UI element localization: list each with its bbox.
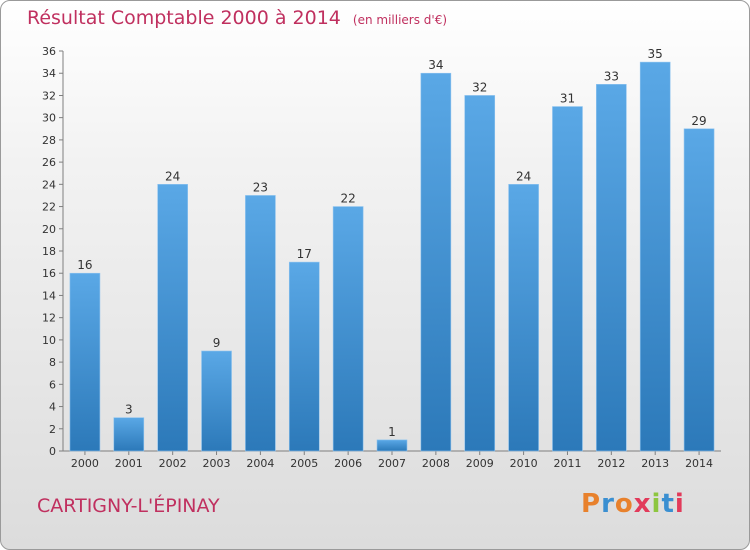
bar bbox=[201, 350, 232, 452]
x-tick-label: 2013 bbox=[641, 457, 669, 470]
y-tick-label: 10 bbox=[42, 334, 56, 347]
city-name: CARTIGNY-L'ÉPINAY bbox=[37, 495, 220, 517]
y-tick-label: 0 bbox=[49, 445, 56, 458]
bar bbox=[420, 72, 452, 452]
y-tick-label: 34 bbox=[42, 67, 56, 80]
data-label: 33 bbox=[604, 69, 619, 83]
x-tick-label: 2006 bbox=[334, 457, 362, 470]
y-tick-label: 20 bbox=[42, 223, 56, 236]
y-tick-label: 14 bbox=[42, 289, 56, 302]
data-label: 16 bbox=[77, 258, 92, 272]
y-tick-label: 12 bbox=[42, 312, 56, 325]
bar bbox=[332, 206, 364, 452]
bar bbox=[288, 261, 320, 452]
chart-bars bbox=[69, 61, 715, 452]
data-label: 22 bbox=[340, 192, 355, 206]
title-row: Résultat Comptable 2000 à 2014 (en milli… bbox=[27, 7, 447, 29]
brand-letter: i bbox=[651, 489, 662, 519]
chart-title: Résultat Comptable 2000 à 2014 bbox=[27, 7, 341, 29]
x-tick-label: 2005 bbox=[290, 457, 318, 470]
y-tick-label: 26 bbox=[42, 156, 56, 169]
x-tick-label: 2011 bbox=[553, 457, 581, 470]
data-label: 1 bbox=[388, 425, 396, 439]
bar bbox=[552, 106, 583, 452]
x-tick-label: 2002 bbox=[159, 457, 187, 470]
y-tick-label: 28 bbox=[42, 134, 56, 147]
x-tick-label: 2003 bbox=[203, 457, 231, 470]
x-tick-label: 2009 bbox=[466, 457, 494, 470]
bar bbox=[157, 184, 188, 452]
data-label: 24 bbox=[165, 169, 180, 183]
bar bbox=[639, 61, 671, 452]
bar bbox=[69, 272, 101, 452]
data-label: 17 bbox=[297, 247, 312, 261]
y-tick-label: 2 bbox=[49, 423, 56, 436]
y-tick-label: 22 bbox=[42, 201, 56, 214]
y-tick-label: 6 bbox=[49, 378, 56, 391]
brand-letter: o bbox=[614, 489, 634, 519]
brand-letter: t bbox=[661, 489, 675, 519]
data-label: 3 bbox=[125, 403, 133, 417]
brand-letter: P bbox=[581, 489, 602, 519]
data-label: 29 bbox=[691, 114, 706, 128]
data-label: 31 bbox=[560, 92, 575, 106]
x-tick-label: 2007 bbox=[378, 457, 406, 470]
x-tick-label: 2001 bbox=[115, 457, 143, 470]
chart-subtitle: (en milliers d'€) bbox=[352, 13, 448, 27]
x-tick-label: 2000 bbox=[71, 457, 99, 470]
brand-letter: x bbox=[633, 489, 652, 519]
brand-letter: i bbox=[674, 489, 685, 519]
x-tick-label: 2010 bbox=[510, 457, 538, 470]
bar bbox=[376, 439, 408, 452]
bar bbox=[113, 417, 145, 452]
bar bbox=[464, 95, 496, 452]
x-tick-label: 2012 bbox=[597, 457, 625, 470]
y-tick-label: 32 bbox=[42, 89, 56, 102]
y-tick-label: 8 bbox=[49, 356, 56, 369]
data-label: 9 bbox=[213, 336, 221, 350]
brand-logo: Proxiti bbox=[581, 489, 685, 519]
data-label: 32 bbox=[472, 80, 487, 94]
y-tick-label: 4 bbox=[49, 401, 56, 414]
bar bbox=[245, 195, 276, 452]
y-tick-label: 16 bbox=[42, 267, 56, 280]
y-tick-label: 18 bbox=[42, 245, 56, 258]
data-label: 24 bbox=[516, 169, 531, 183]
data-label: 35 bbox=[648, 47, 663, 61]
brand-letter: r bbox=[601, 489, 615, 519]
x-tick-label: 2014 bbox=[685, 457, 713, 470]
data-label: 23 bbox=[253, 180, 268, 194]
x-tick-label: 2008 bbox=[422, 457, 450, 470]
y-tick-label: 24 bbox=[42, 178, 56, 191]
y-tick-label: 30 bbox=[42, 112, 56, 125]
bar bbox=[683, 128, 715, 452]
bar bbox=[596, 84, 627, 452]
y-tick-label: 36 bbox=[42, 45, 56, 58]
data-label: 34 bbox=[428, 58, 443, 72]
x-tick-label: 2004 bbox=[246, 457, 274, 470]
chart-labels: 2000 16 2001 3 2002 24 2003 9 2004 23 2005 17 2006 22… bbox=[71, 47, 713, 470]
bar bbox=[508, 184, 539, 452]
